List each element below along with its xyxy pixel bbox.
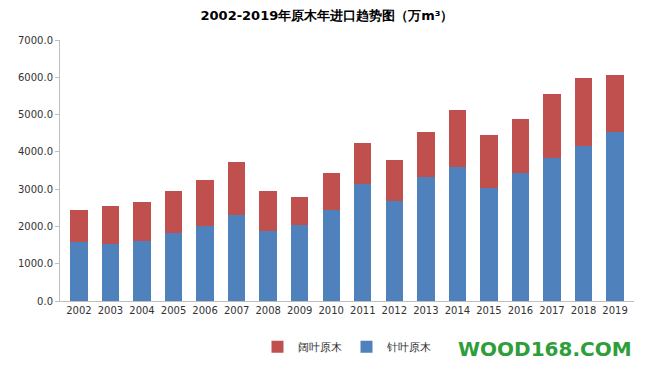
svg-text:2016: 2016 [508,305,533,316]
svg-text:2018: 2018 [571,305,596,316]
svg-text:2007: 2007 [224,305,249,316]
svg-text:2014: 2014 [445,305,470,316]
svg-text:阔叶原木: 阔叶原木 [298,341,342,354]
svg-text:2011: 2011 [350,305,375,316]
svg-text:2010: 2010 [319,305,344,316]
svg-text:4000.0: 4000.0 [18,146,53,157]
svg-text:0.0: 0.0 [37,296,53,307]
svg-text:2015: 2015 [476,305,501,316]
svg-text:2009: 2009 [287,305,312,316]
svg-text:2004: 2004 [129,305,154,316]
svg-text:3000.0: 3000.0 [18,184,53,195]
svg-text:2012: 2012 [382,305,407,316]
svg-text:2008: 2008 [255,305,280,316]
svg-text:5000.0: 5000.0 [18,109,53,120]
svg-text:2006: 2006 [192,305,217,316]
svg-text:针叶原木: 针叶原木 [386,341,431,354]
svg-text:2003: 2003 [98,305,123,316]
svg-text:2000.0: 2000.0 [18,221,53,232]
svg-text:6000.0: 6000.0 [18,72,53,83]
svg-text:1000.0: 1000.0 [18,258,53,269]
svg-text:2017: 2017 [539,305,564,316]
svg-text:WOOD168.COM: WOOD168.COM [458,337,632,361]
svg-text:2005: 2005 [161,305,186,316]
svg-text:2013: 2013 [413,305,438,316]
svg-text:2002-2019年原木年进口趋势图（万m³）: 2002-2019年原木年进口趋势图（万m³） [201,8,454,23]
svg-text:2019: 2019 [602,305,627,316]
svg-text:7000.0: 7000.0 [18,35,53,46]
svg-text:2002: 2002 [66,305,91,316]
